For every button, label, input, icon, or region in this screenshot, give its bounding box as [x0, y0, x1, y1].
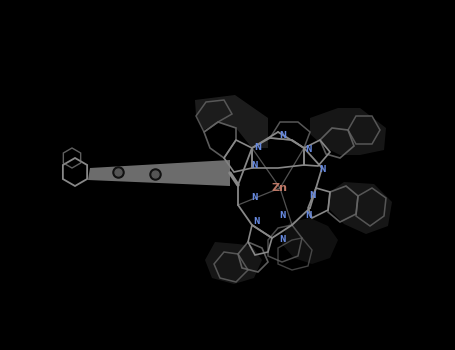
Text: N: N [254, 217, 260, 226]
Text: N: N [279, 132, 287, 140]
Polygon shape [310, 108, 386, 155]
Text: N: N [279, 236, 285, 245]
Polygon shape [205, 242, 262, 284]
Text: Zn: Zn [272, 183, 288, 193]
Polygon shape [282, 218, 338, 264]
Text: N: N [254, 144, 262, 153]
Text: N: N [305, 210, 311, 219]
Polygon shape [195, 95, 268, 148]
Text: N: N [252, 194, 258, 203]
Text: N: N [251, 161, 257, 169]
Text: N: N [319, 166, 325, 175]
Text: N: N [279, 210, 285, 219]
Polygon shape [88, 160, 230, 186]
Text: N: N [306, 146, 312, 154]
Text: N: N [309, 190, 315, 199]
Polygon shape [330, 182, 392, 234]
